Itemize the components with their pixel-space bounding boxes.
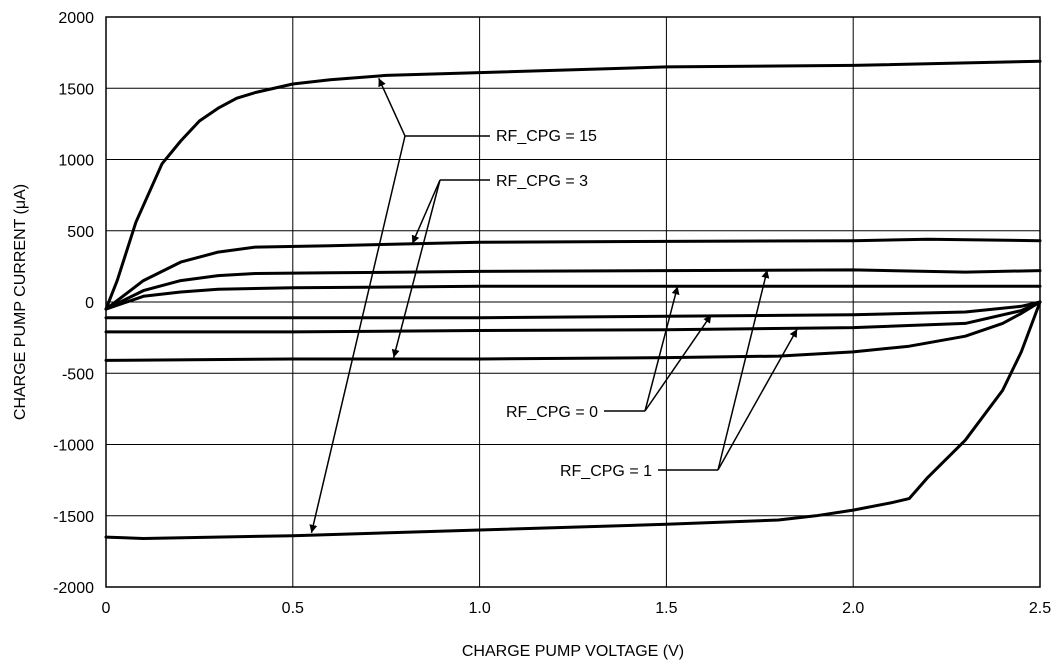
series-line-6 [104, 300, 1042, 334]
y-tick-label: 500 [67, 224, 94, 241]
y-tick-label: 2000 [58, 10, 94, 27]
series-layer [104, 59, 1042, 540]
annotation-rf-cpg-1-arrow [717, 328, 798, 471]
annotation-rf-cpg-15-label: RF_CPG = 15 [496, 128, 597, 145]
annotation-rf-cpg-15-arrow [309, 135, 406, 534]
annotation-rf-cpg-1-label: RF_CPG = 1 [560, 463, 652, 480]
series-line-7 [104, 300, 1042, 362]
x-tick-label: 1.5 [655, 600, 677, 617]
y-tick-label: -1500 [53, 509, 94, 526]
y-tick-label: -2000 [53, 580, 94, 597]
x-tick-label: 0.5 [282, 600, 304, 617]
annotation-rf-cpg-15-arrow [378, 77, 406, 137]
annotation-layer: RF_CPG = 15 RF_CPG = 3 RF_CPG = 0 RF_CPG = … [309, 77, 798, 534]
annotation-rf-cpg-0-label: RF_CPG = 0 [506, 404, 598, 421]
x-tick-label: 1.0 [468, 600, 490, 617]
y-tick-label: 0 [85, 295, 94, 312]
plot-frame [105, 16, 1041, 588]
series-line-2 [104, 237, 1042, 311]
tick-layer: 0 0.5 1.0 1.5 2.0 2.5 -2000 -1500 -1000 -500 0 500 1… [53, 10, 1051, 617]
annotation-rf-cpg-3-arrow [411, 179, 441, 244]
series-line-8 [104, 300, 1042, 540]
x-tick-label: 2.0 [842, 600, 864, 617]
annotation-rf-cpg-0-arrow [644, 286, 680, 412]
y-tick-label: 1500 [58, 81, 94, 98]
x-axis-title: CHARGE PUMP VOLTAGE (V) [462, 643, 684, 660]
series-line-4 [104, 284, 1042, 311]
y-axis-title: CHARGE PUMP CURRENT (μA) [12, 184, 29, 420]
x-tick-label: 0 [102, 600, 111, 617]
series-line-5 [104, 300, 1042, 320]
y-tick-label: 1000 [58, 153, 94, 170]
annotation-rf-cpg-1-arrow [717, 269, 770, 471]
y-tick-label: -500 [62, 366, 94, 383]
series-line-3 [104, 268, 1042, 311]
x-tick-label: 2.5 [1029, 600, 1051, 617]
y-tick-label: -1000 [53, 438, 94, 455]
annotation-rf-cpg-3-arrow [391, 179, 441, 358]
annotation-rf-cpg-3-label: RF_CPG = 3 [496, 173, 588, 190]
series-line-1 [104, 59, 1042, 311]
annotation-rf-cpg-0-arrow [644, 314, 712, 412]
